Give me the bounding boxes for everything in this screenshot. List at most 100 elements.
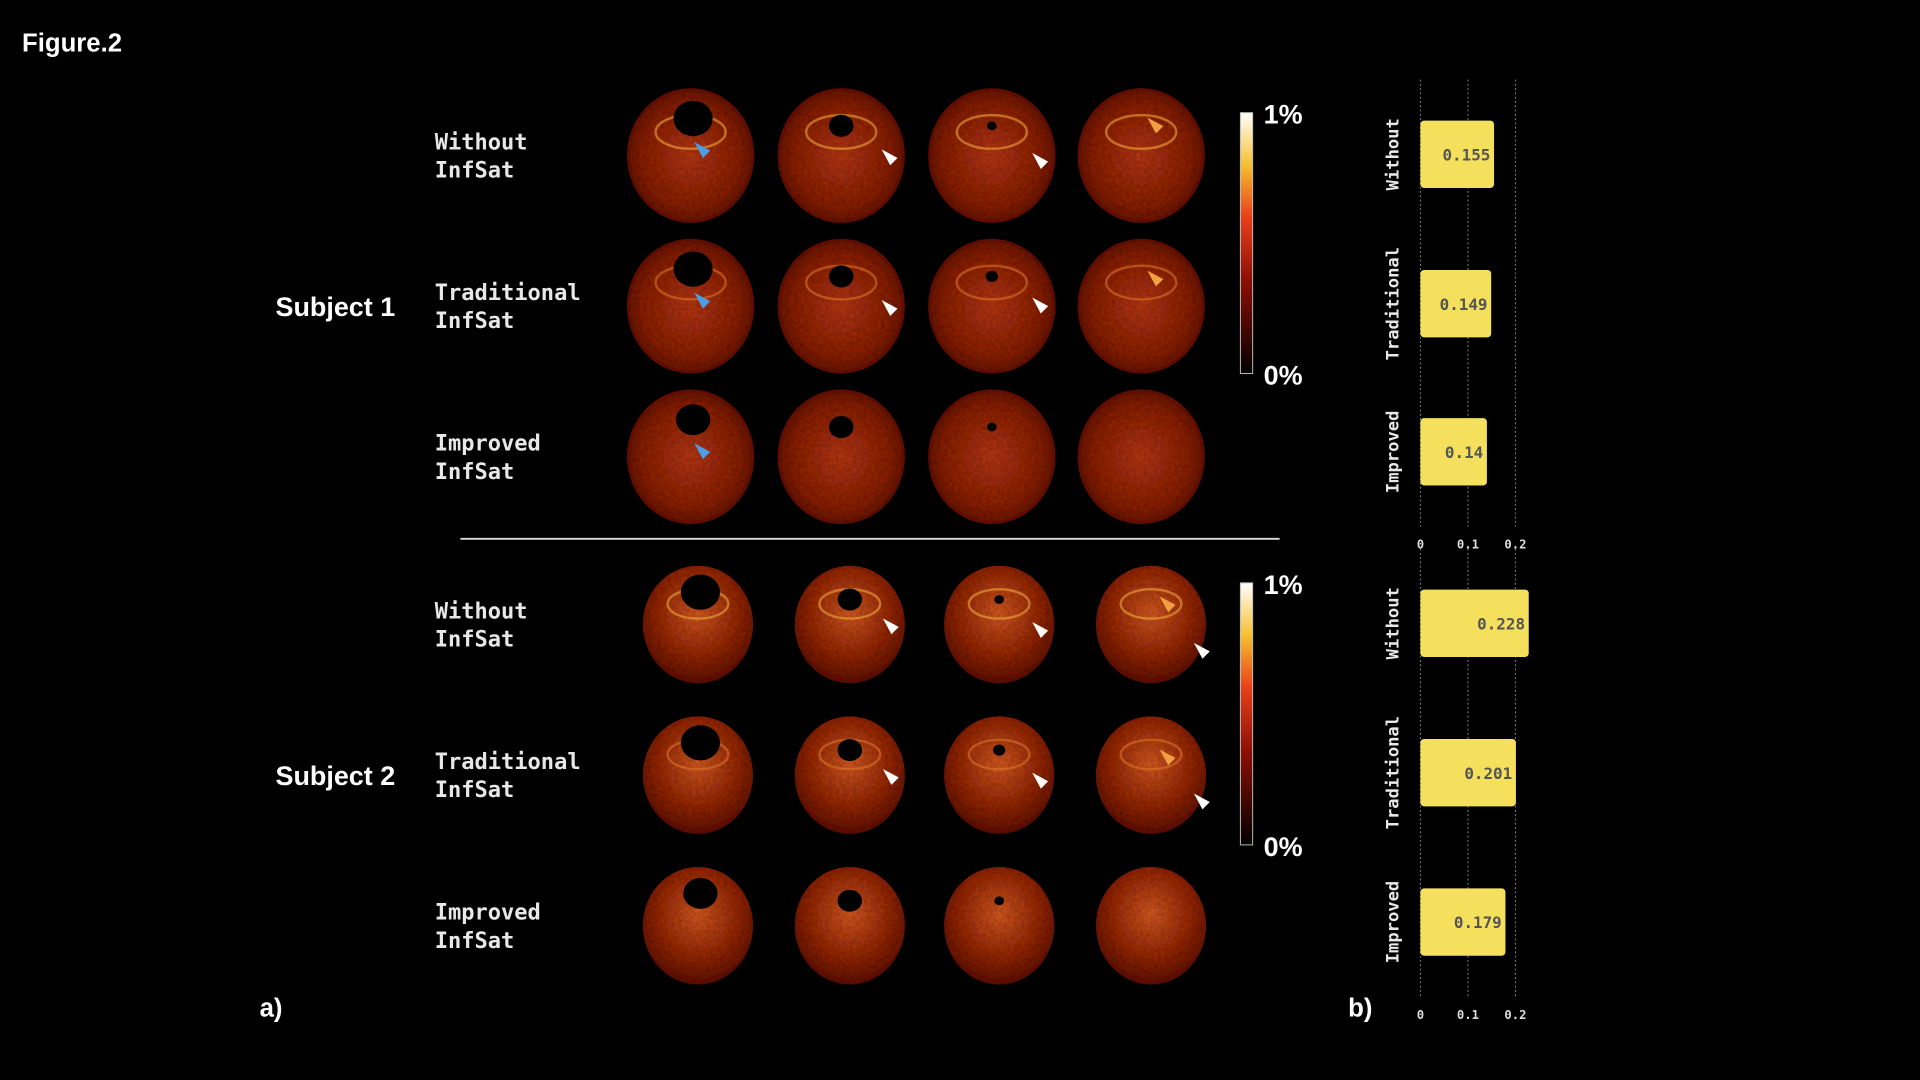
value-label: 0.228	[1477, 614, 1525, 633]
colorbar	[1239, 582, 1254, 846]
brain-highlight	[1119, 738, 1183, 771]
brain-highlight	[1104, 264, 1178, 301]
arrowhead	[1032, 772, 1049, 789]
brain-slice	[794, 866, 905, 985]
arrowhead	[1147, 117, 1164, 134]
bar	[1420, 738, 1516, 807]
brain-slice	[944, 716, 1055, 834]
colorbar	[1239, 112, 1254, 374]
brain-slice	[1077, 389, 1205, 525]
brain-cavity	[683, 877, 718, 909]
arrowhead	[694, 142, 711, 158]
brain-slice	[642, 716, 754, 834]
brain-slice	[626, 389, 755, 525]
brain-slice	[1095, 866, 1207, 985]
x-tick-label: 0.1	[1457, 1008, 1479, 1022]
arrowhead	[881, 149, 898, 166]
brain-slice	[794, 716, 905, 834]
bar	[1420, 418, 1487, 486]
brain-highlight	[1119, 588, 1183, 620]
bar	[1420, 270, 1492, 338]
row-label-line: Traditional	[435, 281, 581, 306]
row-label-line: Improved	[435, 901, 541, 926]
colorbar-min-label: 0%	[1264, 832, 1303, 862]
brain-cavity	[994, 595, 1005, 604]
brain-cavity	[837, 889, 863, 912]
panel-label: b)	[1348, 994, 1372, 1022]
arrowhead	[1159, 596, 1176, 613]
brain-cavity	[837, 739, 863, 762]
row-label-line: Without	[435, 599, 528, 624]
brain-cavity	[828, 114, 854, 137]
brain-slice	[626, 88, 755, 223]
figure-label: Figure.2	[22, 29, 122, 57]
x-tick-label: 0.2	[1504, 1008, 1526, 1022]
arrowhead	[1159, 749, 1176, 766]
brain-slice	[944, 866, 1055, 985]
colorbar-min-label: 0%	[1264, 360, 1303, 390]
category-label: Traditional	[1383, 716, 1403, 829]
arrowhead	[1193, 793, 1210, 810]
brain-slice	[777, 88, 905, 223]
brain-cavity	[680, 574, 720, 610]
category-label: Traditional	[1383, 247, 1403, 360]
row-label-line: InfSat	[435, 309, 515, 334]
bar	[1420, 589, 1529, 657]
brain-highlight	[955, 264, 1029, 301]
x-tick-label: 0.1	[1457, 538, 1479, 552]
row-label: Without InfSat	[435, 130, 528, 183]
brain-slice	[1095, 565, 1207, 684]
value-label: 0.14	[1445, 443, 1483, 462]
brain-cavity	[673, 100, 713, 137]
brain-slice	[626, 238, 755, 374]
brain-slice	[794, 565, 905, 684]
brain-maps	[626, 88, 1210, 985]
brain-slice	[928, 389, 1056, 525]
row-label-line: Without	[435, 130, 528, 155]
brain-cavity	[680, 725, 720, 761]
row-label-line: InfSat	[435, 628, 515, 653]
brain-slice	[928, 88, 1056, 223]
value-label: 0.201	[1464, 764, 1512, 783]
arrowhead	[882, 768, 899, 785]
brain-cavity	[993, 744, 1006, 756]
x-tick-label: 0	[1417, 538, 1424, 552]
row-label: Improved InfSat	[435, 432, 541, 485]
brain-slice	[642, 565, 754, 684]
arrowhead	[1147, 270, 1164, 287]
brain-cavity	[837, 588, 863, 611]
value-label: 0.155	[1442, 145, 1490, 164]
row-label: Without InfSat	[435, 599, 528, 652]
labels: Subject 1 Without InfSat Traditional InfSat I…	[276, 100, 1303, 954]
brain-highlight	[1104, 113, 1178, 150]
colorbar-max-label: 1%	[1264, 570, 1303, 600]
subject-label: Subject 1	[276, 292, 396, 322]
brain-cavity	[986, 121, 997, 131]
row-label: Improved InfSat	[435, 901, 541, 954]
brain-slice	[928, 238, 1056, 374]
row-label-line: InfSat	[435, 159, 515, 184]
brain-highlight	[967, 588, 1031, 620]
bar	[1420, 888, 1506, 956]
brain-cavity	[986, 422, 997, 432]
brain-cavity	[675, 404, 711, 436]
brain-highlight	[967, 738, 1031, 771]
brain-slice	[777, 389, 905, 525]
brain-cavity	[828, 416, 854, 439]
arrowhead	[694, 443, 711, 460]
category-label: Without	[1383, 587, 1403, 659]
row-label-line: Traditional	[435, 750, 581, 775]
arrowhead	[882, 618, 899, 635]
x-tick-label: 0.2	[1504, 538, 1526, 552]
colorbar-max-label: 1%	[1264, 100, 1303, 130]
row-label-line: InfSat	[435, 929, 515, 954]
category-label: Without	[1383, 118, 1403, 190]
brain-slice	[777, 238, 905, 374]
brain-slice	[1077, 238, 1205, 374]
row-label-line: InfSat	[435, 460, 515, 485]
brain-cavity	[828, 265, 854, 288]
brain-slice	[1095, 716, 1207, 834]
arrowhead	[1193, 642, 1210, 659]
